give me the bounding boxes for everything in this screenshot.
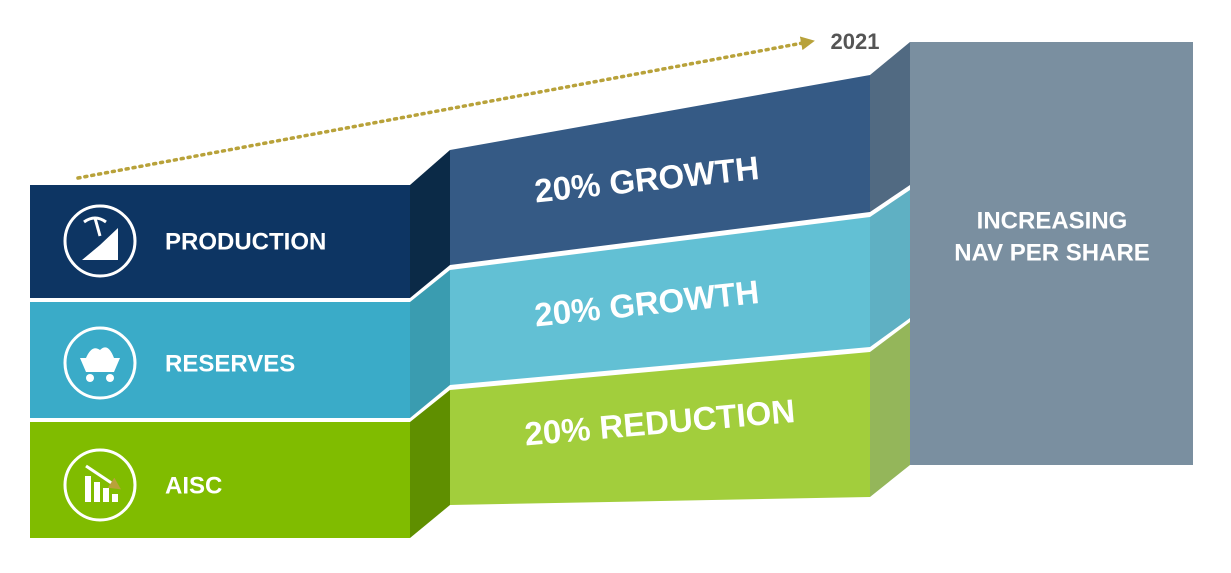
pick-glyph [83, 216, 107, 237]
connector [410, 270, 450, 418]
down-arrow-glyph [85, 464, 121, 490]
cart-glyph [80, 358, 120, 372]
result-text: INCREASING [977, 207, 1128, 234]
production-icon [63, 204, 137, 278]
result-text: NAV PER SHARE [954, 239, 1150, 266]
reserves-panel [450, 217, 870, 385]
reserves-icon [63, 326, 137, 400]
ore-glyph [86, 347, 114, 358]
connector [410, 390, 450, 538]
row-label: RESERVES [165, 350, 295, 377]
connector [870, 190, 910, 347]
row-label: AISC [165, 472, 222, 499]
wheel-glyph [106, 374, 114, 382]
production-panel [450, 75, 870, 265]
bars-glyph [85, 476, 118, 502]
wheel-glyph [86, 374, 94, 382]
row-label: PRODUCTION [165, 228, 326, 255]
aisc-icon [63, 448, 137, 522]
icons [63, 204, 137, 522]
connector [870, 322, 910, 497]
connector [870, 42, 910, 212]
trend-arrow [76, 36, 815, 180]
aisc-panel [450, 352, 870, 505]
production-block [30, 185, 410, 298]
connector [410, 150, 450, 298]
result-box [910, 42, 1193, 465]
year-label: 2021 [831, 29, 880, 54]
mountain-glyph [82, 228, 118, 260]
